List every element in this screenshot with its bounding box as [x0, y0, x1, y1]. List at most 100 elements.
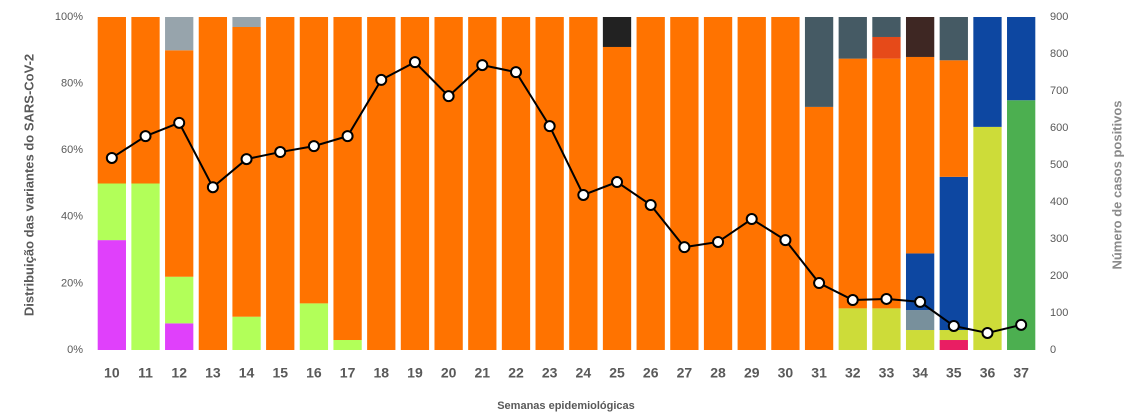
bar-segment: [97, 240, 126, 350]
bar-segment: [1007, 100, 1036, 350]
x-tick-label: 17: [340, 365, 356, 381]
y-tick-label: 20%: [61, 277, 83, 289]
bar-segment: [838, 58, 867, 309]
bar-segment: [333, 17, 362, 341]
bar-segment: [872, 17, 901, 37]
bar-segment: [804, 17, 834, 107]
y-tick-label: 80%: [61, 78, 83, 90]
bar-segment: [232, 26, 261, 317]
line-marker: [139, 130, 152, 143]
line-marker: [206, 181, 219, 194]
y-axis-label: Distribuição das variantes do SARS-CoV-2: [21, 54, 36, 316]
bar-segment: [905, 330, 935, 350]
bar-segment: [602, 17, 632, 47]
line-marker: [375, 73, 388, 86]
line-marker: [476, 59, 489, 72]
y2-tick-label: 100: [1050, 307, 1068, 319]
x-tick-label: 33: [879, 365, 895, 381]
bar-segment: [670, 17, 699, 350]
bar-segment: [973, 17, 1002, 127]
bar-segment: [266, 17, 295, 350]
line-marker: [644, 198, 657, 211]
x-tick-label: 12: [171, 365, 187, 381]
x-tick-label: 24: [576, 365, 592, 381]
x-tick-label: 32: [845, 365, 861, 381]
x-tick-label: 27: [677, 365, 693, 381]
bar-segment: [602, 46, 632, 350]
line-marker: [173, 116, 186, 129]
line-marker: [813, 277, 826, 290]
bar-segment: [939, 17, 968, 61]
x-tick-label: 30: [778, 365, 794, 381]
x-tick-label: 16: [306, 365, 322, 381]
bar-segment: [165, 17, 194, 51]
line-marker: [105, 151, 118, 164]
bar-segment: [905, 310, 935, 331]
line: [111, 60, 1022, 335]
y-tick-label: 40%: [61, 211, 83, 223]
bar-segment: [299, 303, 329, 350]
bar-segment: [232, 17, 261, 27]
y2-tick-label: 800: [1050, 48, 1068, 60]
bar-segment: [232, 316, 261, 350]
line-marker: [543, 120, 556, 133]
bar-segment: [165, 50, 194, 277]
x-tick-label: 37: [1013, 365, 1029, 381]
x-tick-label: 31: [811, 365, 827, 381]
y-tick-label: 100%: [55, 11, 83, 23]
line-marker: [981, 326, 994, 339]
line-marker: [341, 130, 354, 143]
bar-segment: [973, 126, 1002, 350]
bar-segment: [905, 17, 935, 57]
y-tick-label: 60%: [61, 144, 83, 156]
line-marker: [846, 294, 859, 307]
x-tick-label: 23: [542, 365, 558, 381]
line-marker: [779, 234, 792, 247]
bar-segment: [872, 36, 901, 59]
line-marker: [745, 213, 758, 226]
bar-segment: [165, 276, 194, 324]
x-tick-label: 19: [407, 365, 423, 381]
bar-segment: [636, 17, 665, 350]
line-marker: [408, 56, 421, 69]
bar-segment: [804, 106, 834, 350]
line-marker: [914, 295, 927, 308]
x-tick-label: 29: [744, 365, 760, 381]
bar-segment: [939, 60, 968, 177]
bar-segment: [333, 340, 362, 350]
bar-segment: [131, 183, 160, 350]
bar-segment: [771, 17, 800, 350]
y2-tick-label: 500: [1050, 159, 1068, 171]
bar-segment: [939, 176, 968, 331]
y-tick-label: 0%: [67, 344, 83, 356]
x-tick-label: 21: [475, 365, 491, 381]
x-tick-label: 36: [980, 365, 996, 381]
x-tick-label: 18: [373, 365, 389, 381]
line-marker: [274, 146, 287, 159]
y2-axis-label: Número de casos positivos: [1109, 100, 1124, 269]
y2-tick-label: 0: [1050, 344, 1056, 356]
x-tick-label: 20: [441, 365, 457, 381]
line-marker: [947, 319, 960, 332]
x-tick-label: 26: [643, 365, 659, 381]
x-tick-label: 28: [710, 365, 726, 381]
x-tick-label: 35: [946, 365, 962, 381]
line-marker: [509, 66, 522, 79]
bar-segment: [367, 17, 396, 350]
bar-segment: [434, 17, 463, 350]
y2-tick-label: 200: [1050, 270, 1068, 282]
bar-segment: [872, 58, 901, 309]
bar-segment: [939, 330, 968, 341]
y2-tick-label: 700: [1050, 85, 1068, 97]
line-marker: [442, 90, 455, 103]
bar-segment: [939, 340, 968, 350]
line-marker: [611, 176, 624, 189]
line-marker: [307, 140, 320, 153]
x-tick-label: 13: [205, 365, 221, 381]
x-tick-label: 10: [104, 365, 120, 381]
bar-segment: [131, 17, 160, 184]
line-marker: [240, 153, 253, 166]
bar-segment: [838, 308, 867, 350]
bar-segment: [299, 17, 329, 304]
